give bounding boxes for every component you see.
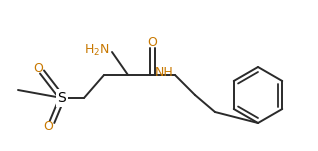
Text: O: O xyxy=(33,61,43,74)
Text: NH: NH xyxy=(154,66,173,79)
Text: S: S xyxy=(58,91,66,105)
Text: O: O xyxy=(43,120,53,133)
Text: H$_2$N: H$_2$N xyxy=(85,42,110,58)
Text: O: O xyxy=(147,35,157,48)
